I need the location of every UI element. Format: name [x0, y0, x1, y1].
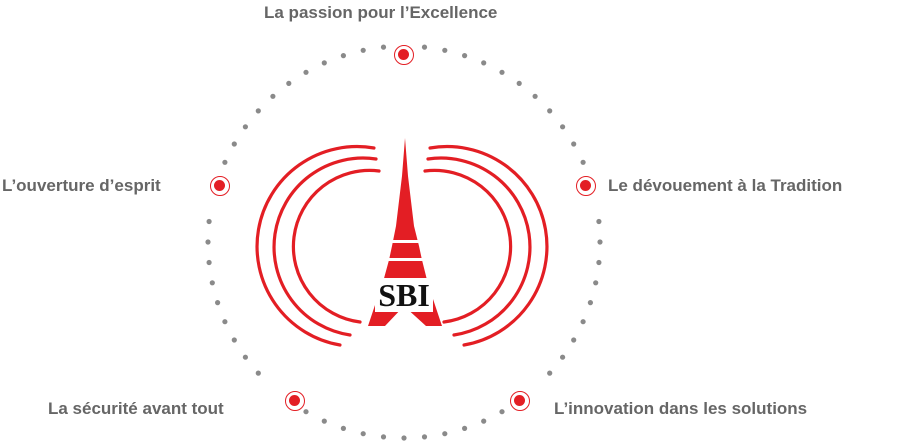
- label-securite: La sécurité avant tout: [48, 399, 224, 418]
- ring-dot: [303, 409, 309, 415]
- ring-dot: [593, 280, 599, 286]
- ring-dot: [270, 93, 276, 99]
- ring-dot: [597, 239, 603, 245]
- ring-dot: [222, 159, 228, 165]
- node-ouverture: [210, 176, 230, 196]
- ring-dot: [242, 124, 248, 130]
- node-passion: [394, 45, 414, 65]
- ring-dot: [360, 431, 366, 437]
- ring-dot: [580, 159, 586, 165]
- label-ouverture: L’ouverture d’esprit: [2, 176, 161, 195]
- label-passion: La passion pour l’Excellence: [264, 3, 498, 22]
- ring-dot: [215, 300, 221, 306]
- ring-dot: [442, 47, 448, 53]
- ring-dot: [209, 280, 215, 286]
- ring-dot: [462, 53, 468, 59]
- ring-dot: [532, 93, 538, 99]
- ring-dot: [499, 409, 505, 415]
- node-tradition: [576, 176, 596, 196]
- ring-dot: [596, 259, 602, 266]
- signal-arc-right-middle: [426, 156, 532, 337]
- ring-dot: [401, 435, 407, 441]
- node-innovation: [510, 391, 530, 411]
- ring-dot: [380, 434, 387, 440]
- ring-dot: [380, 44, 387, 50]
- ring-dot: [499, 69, 505, 75]
- ring-dot: [442, 431, 448, 437]
- signal-arc-right-outer: [428, 144, 549, 347]
- ring-dot: [571, 337, 577, 343]
- ring-dot: [340, 53, 346, 59]
- label-tradition: Le dévouement à la Tradition: [608, 176, 843, 195]
- ring-dot: [231, 141, 237, 147]
- signal-arc-left-outer: [255, 144, 376, 347]
- ring-dot: [547, 370, 553, 376]
- signal-arc-left-middle: [272, 156, 378, 337]
- node-securite: [285, 391, 305, 411]
- ring-dot: [242, 354, 248, 360]
- label-innovation: L’innovation dans les solutions: [554, 399, 808, 418]
- ring-dot: [222, 319, 228, 325]
- signal-arc-left-inner: [291, 168, 381, 324]
- ring-dot: [571, 141, 577, 147]
- ring-dot: [255, 370, 261, 376]
- ring-dot: [547, 108, 553, 114]
- ring-dot: [481, 418, 487, 424]
- ring-dot: [462, 425, 468, 431]
- ring-dot: [321, 418, 327, 424]
- ring-dot: [421, 434, 428, 440]
- ring-dot: [206, 259, 212, 266]
- ring-dot: [231, 337, 237, 343]
- ring-dot: [340, 425, 346, 431]
- ring-dot: [421, 44, 428, 50]
- ring-dot: [580, 319, 586, 325]
- ring-dot: [560, 124, 566, 130]
- ring-dot: [596, 218, 602, 225]
- logo-text: SBI: [378, 277, 430, 313]
- ring-dot: [303, 69, 309, 75]
- ring-dot: [206, 218, 212, 225]
- ring-dot: [481, 60, 487, 66]
- ring-dot: [205, 239, 211, 245]
- ring-dot: [360, 47, 366, 53]
- ring-dot: [587, 300, 594, 306]
- ring-dot: [255, 108, 261, 114]
- ring-dot: [516, 80, 522, 86]
- ring-dot: [560, 354, 566, 360]
- logo-text-backdrop: [375, 278, 433, 312]
- ring-dot: [286, 80, 292, 86]
- tower-band: [384, 258, 426, 261]
- ring-dot: [321, 60, 327, 66]
- tower-band: [388, 240, 422, 243]
- signal-arc-right-inner: [423, 168, 513, 324]
